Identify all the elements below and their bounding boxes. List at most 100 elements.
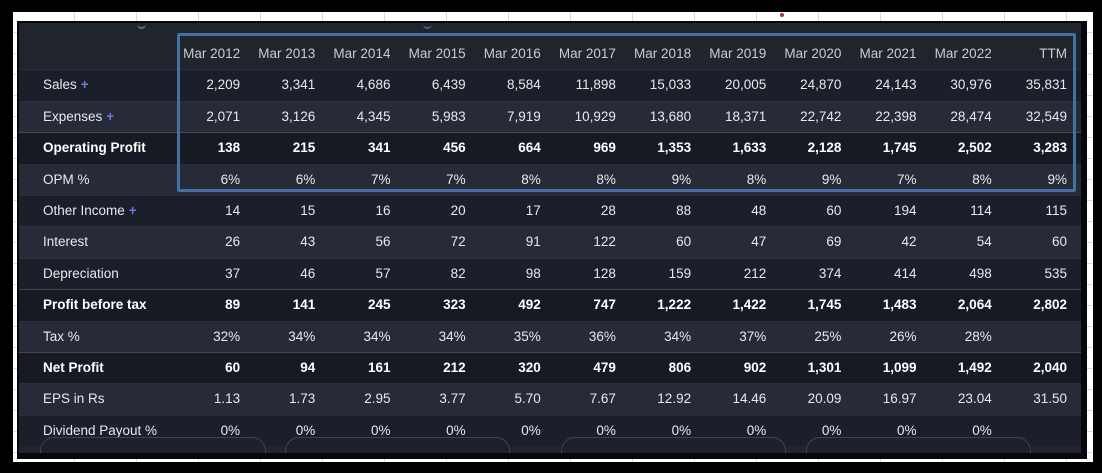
cropped-ui-fragment bbox=[137, 23, 146, 29]
cell-value: 6% bbox=[220, 171, 241, 187]
table-row: Tax % 32% 34% 34% 34% 35% 36% 34% 37% 25% 26% 28% bbox=[19, 321, 1081, 353]
cell-value: 159 bbox=[668, 265, 692, 281]
cell-value: 498 bbox=[969, 265, 992, 281]
expand-icon[interactable]: + bbox=[106, 108, 115, 124]
cell-value: 5.70 bbox=[514, 391, 541, 407]
cell-value: 34% bbox=[363, 328, 391, 344]
cell-value: 0% bbox=[295, 422, 316, 438]
column-header-ttm: TTM bbox=[1039, 46, 1067, 61]
cell-value: 54 bbox=[976, 234, 992, 250]
cell-value: 2,040 bbox=[1033, 360, 1067, 376]
row-label-text: Operating Profit bbox=[43, 140, 146, 156]
cell-value: 1,422 bbox=[732, 297, 767, 313]
cell-value: 60 bbox=[676, 234, 692, 250]
cell-value: 0% bbox=[220, 422, 241, 438]
cell-value: 36% bbox=[588, 328, 616, 344]
row-label[interactable]: Other Income + bbox=[19, 196, 179, 227]
cell-value: 0% bbox=[897, 422, 917, 438]
cell-value: 16 bbox=[375, 203, 391, 219]
cell-value: 1,633 bbox=[732, 140, 767, 156]
row-label-text: Tax % bbox=[43, 328, 80, 344]
cell-value: 91 bbox=[525, 234, 541, 250]
summary-card-3 bbox=[561, 437, 786, 453]
cell-value: 2,071 bbox=[206, 108, 241, 124]
row-label: Profit before tax bbox=[19, 290, 179, 321]
cell-value: 8% bbox=[746, 171, 767, 187]
cell-value: 46 bbox=[300, 265, 316, 281]
cell-value: 35,831 bbox=[1025, 77, 1067, 93]
cell-value: 1,745 bbox=[807, 297, 842, 313]
cell-value: 37% bbox=[739, 328, 767, 344]
cell-value: 60 bbox=[1051, 234, 1067, 250]
cell-value: 8% bbox=[972, 171, 992, 187]
cell-value: 4,686 bbox=[356, 77, 391, 93]
cell-value: 7% bbox=[897, 171, 917, 187]
cell-value: 7.67 bbox=[589, 391, 616, 407]
cell-value: 23.04 bbox=[957, 391, 992, 407]
cell-value: 1.13 bbox=[213, 391, 241, 407]
row-label[interactable]: Expenses + bbox=[19, 101, 179, 132]
cell-value: 26 bbox=[225, 234, 241, 250]
cell-value: 1,745 bbox=[882, 140, 917, 156]
column-header-mar-2014: Mar 2014 bbox=[333, 46, 391, 61]
expand-icon[interactable]: + bbox=[80, 77, 89, 93]
cell-value: 3,126 bbox=[281, 108, 316, 124]
cell-value: 2,064 bbox=[957, 297, 992, 313]
row-label-text: Depreciation bbox=[43, 265, 119, 281]
cell-value: 48 bbox=[751, 203, 767, 219]
cell-value: 11,898 bbox=[575, 77, 616, 93]
cell-value: 0% bbox=[370, 422, 391, 438]
cell-value: 24,870 bbox=[800, 77, 842, 93]
column-header-mar-2019: Mar 2019 bbox=[709, 46, 767, 61]
cell-value: 492 bbox=[518, 297, 541, 313]
cell-value: 43 bbox=[300, 234, 316, 250]
table-row: Sales +2,209 3,341 4,686 6,439 8,584 11,898 15,… bbox=[19, 69, 1081, 102]
expand-icon[interactable]: + bbox=[128, 203, 137, 219]
cell-value: 122 bbox=[593, 234, 616, 250]
row-label: Tax % bbox=[19, 321, 179, 352]
cell-value: 0% bbox=[521, 422, 541, 438]
cell-value: 8% bbox=[521, 171, 541, 187]
row-label-text: EPS in Rs bbox=[43, 391, 105, 407]
cell-value: 664 bbox=[518, 140, 541, 156]
cell-value: 2,128 bbox=[807, 140, 842, 156]
cell-value: 341 bbox=[367, 140, 391, 156]
cell-value: 82 bbox=[450, 265, 466, 281]
cell-value: 9% bbox=[1047, 171, 1067, 187]
cell-value: 15 bbox=[300, 203, 316, 219]
cell-value: 8% bbox=[596, 171, 616, 187]
row-label-text: Profit before tax bbox=[43, 297, 147, 313]
cell-value: 16.97 bbox=[882, 391, 917, 407]
cell-value: 245 bbox=[367, 297, 391, 313]
summary-card-4 bbox=[806, 437, 1031, 453]
cell-value: 138 bbox=[217, 140, 241, 156]
cell-value: 34% bbox=[288, 328, 316, 344]
cell-value: 34% bbox=[664, 328, 692, 344]
cell-value: 114 bbox=[970, 203, 992, 219]
cell-value: 2,802 bbox=[1033, 297, 1067, 313]
cell-value: 30,976 bbox=[950, 77, 992, 93]
cell-value: 806 bbox=[668, 360, 692, 376]
cell-value: 3,341 bbox=[281, 77, 316, 93]
table-row: Depreciation 37 46 57 82 98 128 159 212 374 414 498… bbox=[19, 258, 1081, 290]
cell-value: 42 bbox=[901, 234, 917, 250]
cell-value: 194 bbox=[894, 203, 917, 219]
cell-value: 6% bbox=[295, 171, 316, 187]
column-header-mar-2012: Mar 2012 bbox=[183, 46, 241, 61]
table-row: Other Income +14 15 16 20 17 28 88 48 60 194 114 115 bbox=[19, 195, 1081, 227]
column-header-mar-2022: Mar 2022 bbox=[934, 46, 992, 61]
cell-value: 0% bbox=[596, 422, 616, 438]
table-row: Expenses +2,071 3,126 4,345 5,983 7,919 10,929… bbox=[19, 101, 1081, 133]
cell-value: 94 bbox=[300, 360, 316, 376]
row-label[interactable]: Sales + bbox=[19, 70, 179, 101]
cell-value: 115 bbox=[1045, 203, 1067, 219]
table-body: Sales +2,209 3,341 4,686 6,439 8,584 11,898 15,… bbox=[19, 69, 1081, 447]
table-row: Net Profit 60 94 161 212 320 479 806 902 1,301 1,0… bbox=[19, 352, 1081, 384]
profit-loss-panel: Mar 2012 Mar 2013 Mar 2014 Mar 2015 Mar 2016… bbox=[17, 21, 1087, 459]
cell-value: 747 bbox=[593, 297, 616, 313]
cell-value: 1,222 bbox=[657, 297, 692, 313]
cell-value: 47 bbox=[751, 234, 767, 250]
chevron-down-icon bbox=[423, 23, 432, 29]
column-header-mar-2020: Mar 2020 bbox=[784, 46, 842, 61]
cell-value: 9% bbox=[821, 171, 842, 187]
